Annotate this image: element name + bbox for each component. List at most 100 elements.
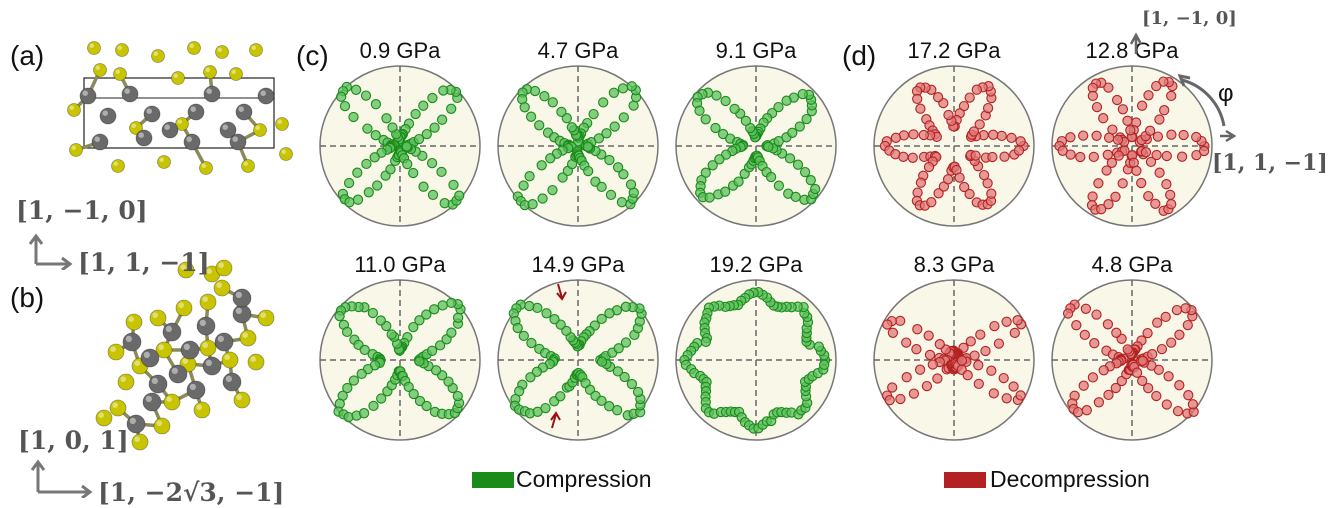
sulfur-atom (221, 351, 239, 369)
data-point (429, 304, 440, 315)
data-point (588, 108, 599, 120)
data-point (986, 365, 997, 376)
data-point (1065, 132, 1076, 143)
polar-plot (1051, 279, 1213, 441)
data-point (1012, 315, 1023, 326)
data-point (1087, 90, 1099, 102)
data-point (792, 159, 804, 170)
data-point (385, 164, 396, 175)
sulfur-atom (193, 401, 211, 419)
data-point (1187, 399, 1199, 410)
data-point (1163, 371, 1174, 382)
data-point (427, 92, 438, 104)
data-point (915, 177, 927, 188)
sulfur-atom (239, 329, 257, 347)
data-point (525, 372, 536, 383)
data-point (943, 109, 954, 121)
data-point (915, 103, 926, 114)
data-point (927, 359, 938, 370)
data-point (1171, 304, 1183, 316)
polar-plot (873, 65, 1035, 227)
data-point (519, 102, 530, 113)
data-point (986, 188, 997, 199)
data-point (918, 129, 929, 141)
data-point (518, 180, 529, 191)
sulfur-atom (249, 43, 263, 57)
data-point (1122, 344, 1133, 355)
data-point (1125, 125, 1136, 136)
data-point (612, 366, 624, 377)
polar-plot (497, 65, 659, 227)
data-point (887, 382, 898, 393)
data-point (598, 97, 609, 108)
data-point (352, 194, 364, 205)
data-point (964, 92, 975, 103)
data-point (1166, 199, 1177, 210)
sulfur-atom (111, 159, 125, 173)
data-point (596, 181, 607, 193)
data-point (1131, 367, 1143, 378)
data-point (613, 343, 624, 354)
panel-label-a: (a) (10, 40, 45, 71)
data-point (356, 368, 367, 380)
panel-label-d: (d) (842, 40, 877, 71)
metal-atom (143, 105, 161, 123)
data-point (1015, 390, 1026, 401)
data-point (1089, 338, 1100, 349)
data-point (1144, 125, 1156, 136)
data-point (604, 401, 615, 412)
data-point (1093, 397, 1105, 408)
data-point (452, 390, 463, 402)
data-point (518, 330, 529, 342)
pressure-label: 17.2 GPa (907, 38, 1001, 63)
data-point (625, 179, 637, 190)
data-point (923, 330, 934, 341)
metal-atom (180, 340, 200, 360)
angle-phi-label: φ (1218, 80, 1234, 107)
data-point (914, 364, 926, 375)
pressure-label: 4.7 GPa (537, 38, 619, 63)
sulfur-atom (113, 67, 127, 81)
data-point (430, 365, 442, 376)
data-point (1091, 101, 1103, 113)
sulfur-atom (151, 49, 165, 63)
data-point (898, 151, 909, 162)
data-point (1178, 129, 1189, 141)
data-point (368, 400, 379, 412)
data-point (583, 165, 594, 177)
data-point (626, 378, 638, 390)
data-point (934, 339, 945, 350)
data-point (512, 322, 523, 334)
pressure-label: 0.9 GPa (359, 38, 441, 63)
metal-atom (214, 332, 234, 352)
data-point (524, 300, 535, 312)
data-point (1158, 76, 1169, 87)
data-point (1103, 82, 1114, 93)
panel-label-b: (b) (10, 282, 45, 313)
sulfur-atom (155, 341, 173, 359)
data-point (367, 307, 379, 319)
data-point (982, 102, 994, 114)
data-point (362, 123, 373, 134)
data-point (711, 90, 722, 101)
data-point (608, 87, 620, 98)
data-point (999, 151, 1010, 162)
panel-label-c: (c) (296, 40, 329, 71)
data-point (989, 320, 1000, 332)
data-point (993, 338, 1005, 349)
data-point (1087, 372, 1099, 383)
data-point (418, 100, 429, 111)
data-point (700, 114, 711, 125)
data-point (541, 308, 552, 319)
data-point (547, 184, 558, 196)
data-point (1098, 113, 1109, 124)
data-point (1103, 389, 1114, 401)
data-point (531, 366, 543, 377)
data-point (596, 356, 608, 367)
data-point (342, 382, 353, 394)
data-point (1159, 105, 1170, 116)
data-point (1165, 189, 1176, 201)
sulfur-atom (149, 309, 167, 327)
sulfur-atom (87, 41, 101, 55)
data-point (710, 122, 721, 134)
